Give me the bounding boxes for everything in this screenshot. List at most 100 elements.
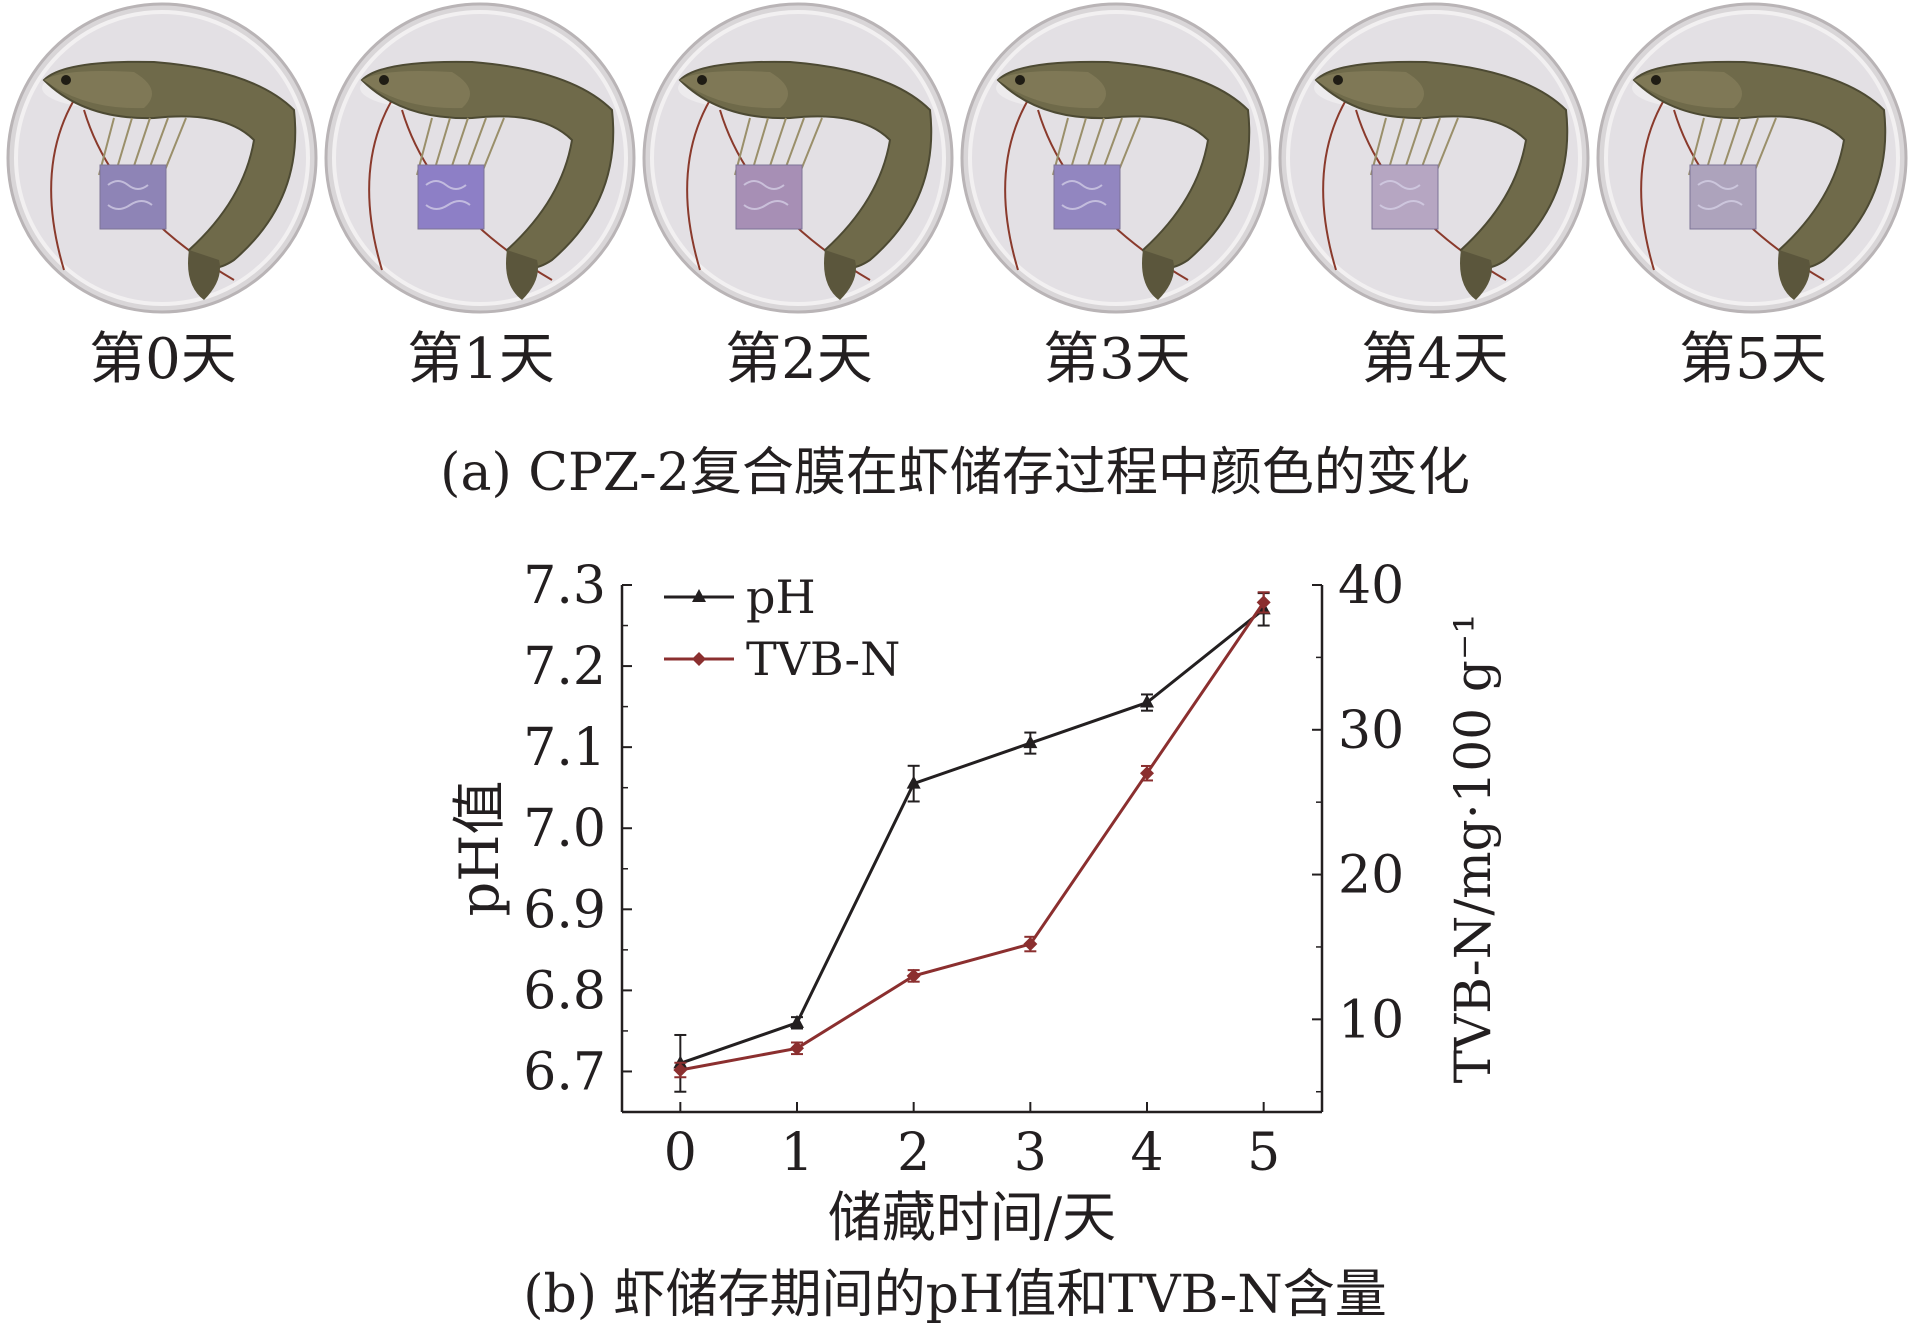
- day-label: 第2天: [725, 327, 873, 392]
- x-tick-label: 2: [897, 1123, 930, 1183]
- x-axis-title: 储藏时间/天: [828, 1186, 1116, 1249]
- day-2-dish: 第2天: [640, 0, 958, 420]
- shrimp-head: [680, 71, 788, 109]
- data-point: [673, 1063, 688, 1078]
- film-texture: [107, 180, 153, 210]
- chart-axes: 0 1 2 3 4 5 6.7 6.8 6.9 7.0 7.1 7.2 7.3 10 20 30 40 储藏时间/…: [448, 556, 1502, 1249]
- shrimp-leg: [1434, 117, 1459, 176]
- indicator-film: [1371, 164, 1439, 230]
- film-texture: [1061, 180, 1107, 210]
- shrimp-tail-fan: [1460, 250, 1492, 300]
- panel-b-caption: (b) 虾储存期间的pH值和TVB-N含量: [523, 1265, 1387, 1325]
- antenna-left: [1640, 99, 1665, 271]
- antenna-left: [368, 99, 393, 271]
- y-right-tick-label: 20: [1338, 846, 1404, 906]
- day-label: 第5天: [1679, 327, 1827, 392]
- data-point: [1023, 735, 1038, 749]
- data-point: [1256, 595, 1271, 610]
- day-5-dish: 第5天: [1594, 0, 1910, 420]
- x-tick-label: 0: [664, 1123, 697, 1183]
- shrimp-head: [362, 71, 470, 109]
- y-right-tick-label: 40: [1338, 556, 1404, 616]
- film-texture: [1379, 180, 1425, 210]
- shrimp-head: [998, 71, 1106, 109]
- petri-dish-photo: [1596, 2, 1908, 314]
- y-left-tick-label: 7.0: [523, 799, 606, 859]
- series-line: [679, 608, 1265, 1065]
- shrimp-head: [44, 71, 152, 109]
- antenna-left: [686, 99, 711, 271]
- petri-dish-photo: [960, 2, 1272, 314]
- y-left-tick-label: 7.1: [523, 718, 606, 778]
- shrimp-eye: [379, 75, 389, 85]
- series-ph: [673, 592, 1271, 1093]
- day-label: 第0天: [89, 327, 237, 392]
- shrimp-leg: [162, 117, 187, 176]
- shrimp-leg: [480, 117, 505, 176]
- y-left-tick-label: 6.8: [523, 961, 606, 1021]
- petri-dish-photo: [642, 2, 954, 314]
- day-label: 第3天: [1043, 327, 1191, 392]
- y-right-tick-label: 30: [1338, 701, 1404, 761]
- y-right-axis-title: TVB-N/mg·100 g⁻¹: [1444, 614, 1502, 1084]
- day-label: 第4天: [1361, 327, 1509, 392]
- petri-dish-photo: [324, 2, 636, 314]
- film-texture: [1697, 180, 1743, 210]
- shrimp-tail-fan: [188, 250, 220, 300]
- shrimp-head: [1634, 71, 1742, 109]
- indicator-film: [99, 164, 167, 230]
- y-left-tick-label: 6.7: [523, 1042, 606, 1102]
- legend-item: pH: [664, 570, 816, 624]
- x-tick-label: 3: [1014, 1123, 1047, 1183]
- data-point: [1023, 937, 1038, 952]
- legend-item: TVB-N: [664, 632, 900, 686]
- y-left-tick-label: 6.9: [523, 880, 606, 940]
- series-tvb-n: [673, 591, 1271, 1079]
- day-3-dish: 第3天: [958, 0, 1276, 420]
- antenna-left: [1322, 99, 1347, 271]
- shrimp-eye: [1651, 75, 1661, 85]
- antenna-left: [50, 99, 75, 271]
- shrimp-tail-fan: [1778, 250, 1810, 300]
- chart-legend: pH TVB-N: [664, 570, 900, 686]
- film-texture: [425, 180, 471, 210]
- petri-dish-photo: [1278, 2, 1590, 314]
- shrimp-head: [1316, 71, 1424, 109]
- indicator-film: [1689, 164, 1757, 230]
- shrimp-eye: [1333, 75, 1343, 85]
- data-point: [906, 775, 921, 789]
- data-point: [1140, 766, 1154, 781]
- legend-label: pH: [746, 570, 816, 624]
- x-tick-label: 4: [1130, 1123, 1163, 1183]
- data-point: [1140, 694, 1154, 708]
- shrimp-tail-fan: [824, 250, 856, 300]
- panel-a-caption: (a) CPZ-2复合膜在虾储存过程中颜色的变化: [440, 443, 1470, 503]
- indicator-film: [417, 164, 485, 230]
- shrimp-eye: [61, 75, 71, 85]
- legend-marker: [692, 652, 706, 666]
- day-1-dish: 第1天: [322, 0, 640, 420]
- shrimp-leg: [1116, 117, 1141, 176]
- legend-label: TVB-N: [746, 632, 900, 686]
- shrimp-leg: [798, 117, 823, 176]
- shrimp-tail-fan: [506, 250, 538, 300]
- day-0-dish: 第0天: [4, 0, 322, 420]
- data-point: [790, 1014, 804, 1028]
- shrimp-tail-fan: [1142, 250, 1174, 300]
- series-line: [680, 601, 1265, 1072]
- shrimp-photo-row: 第0天 第1天 第2天 第3天 第4天 第5天: [0, 0, 1910, 420]
- shrimp-eye: [697, 75, 707, 85]
- ph-tvbn-chart: 0 1 2 3 4 5 6.7 6.8 6.9 7.0 7.1 7.2 7.3 10 20 30 40 储藏时间/…: [448, 556, 1502, 1249]
- y-right-tick-label: 10: [1338, 990, 1404, 1050]
- y-left-tick-label: 7.3: [523, 556, 606, 616]
- day-4-dish: 第4天: [1276, 0, 1594, 420]
- x-tick-label: 1: [780, 1123, 813, 1183]
- data-point: [790, 1041, 804, 1056]
- shrimp-eye: [1015, 75, 1025, 85]
- indicator-film: [1053, 164, 1121, 230]
- data-point: [906, 968, 921, 983]
- indicator-film: [735, 164, 803, 230]
- y-left-axis-title: pH值: [448, 781, 511, 917]
- day-label: 第1天: [407, 327, 555, 392]
- legend-marker: [692, 589, 706, 602]
